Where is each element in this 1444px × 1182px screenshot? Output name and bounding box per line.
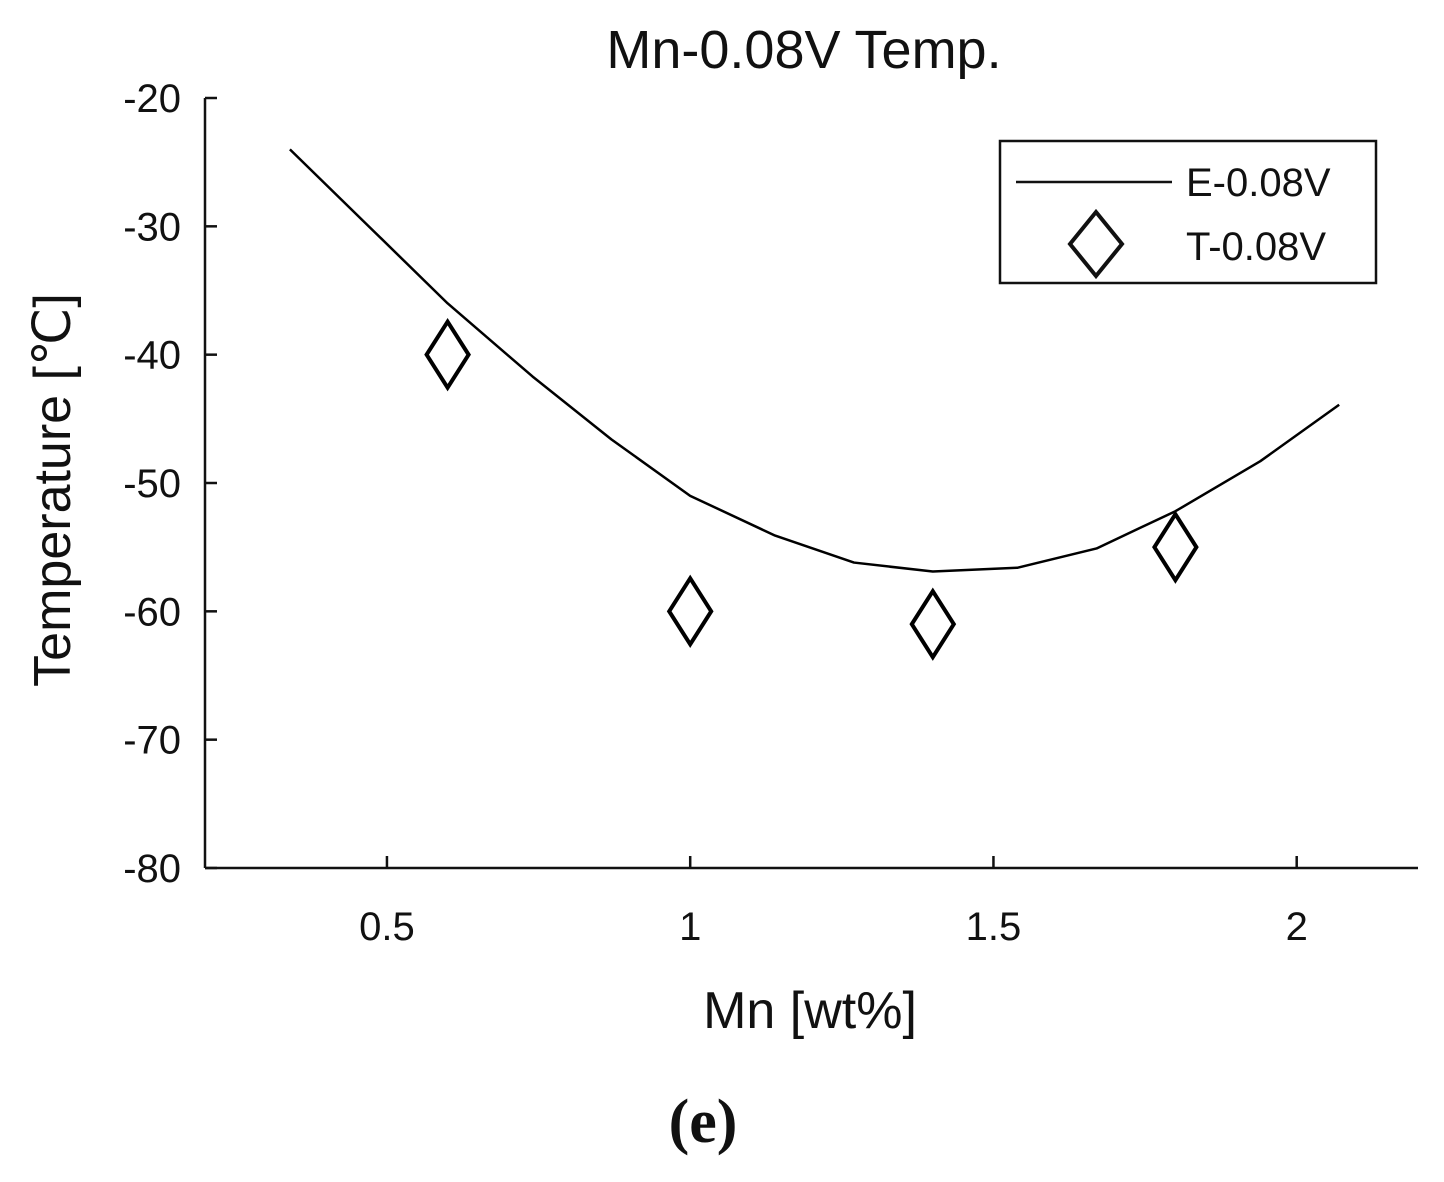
- data-point-diamond: [666, 574, 714, 649]
- legend: E-0.08V T-0.08V: [998, 139, 1378, 285]
- y-tick-label: -40: [123, 334, 181, 378]
- y-tick-label: -70: [123, 719, 181, 763]
- y-tick-label: -80: [123, 847, 181, 891]
- panel-label: (e): [669, 1088, 738, 1156]
- y-axis-label: Temperature [℃]: [24, 293, 82, 687]
- data-point-diamond: [424, 317, 471, 392]
- y-ticks: -20 -30 -40 -50 -60 -70 -80: [123, 77, 217, 891]
- legend-box: [998, 139, 1378, 285]
- x-tick-label: 1.5: [966, 905, 1022, 949]
- x-tick-label: 1: [679, 905, 701, 949]
- chart-title: Mn-0.08V Temp.: [606, 20, 1001, 80]
- x-axis-label: Mn [wt%]: [703, 982, 917, 1040]
- y-tick-label: -60: [123, 590, 181, 634]
- y-tick-label: -30: [123, 205, 181, 249]
- data-point-diamond: [909, 587, 957, 661]
- legend-diamond-swatch: [1067, 208, 1125, 280]
- y-tick-label: -50: [123, 462, 181, 506]
- x-tick-label: 2: [1286, 905, 1308, 949]
- y-tick-label: -20: [123, 77, 181, 121]
- series-line-e-008v: [289, 148, 1340, 573]
- legend-label-e-008v: E-0.08V: [1186, 161, 1331, 205]
- x-tick-label: 0.5: [359, 905, 415, 949]
- data-point-diamond: [1152, 510, 1199, 584]
- legend-label-t-008v: T-0.08V: [1186, 225, 1326, 269]
- series-layer: [289, 148, 1340, 661]
- x-ticks: 0.5 1 1.5 2: [359, 856, 1308, 949]
